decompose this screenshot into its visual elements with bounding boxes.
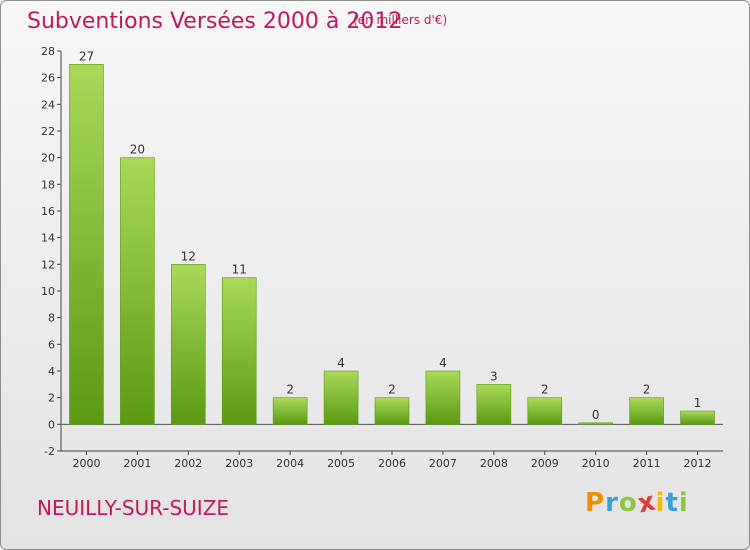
bar [426,371,460,424]
bar-value-label: 12 [181,249,196,263]
y-tick-label: -2 [44,445,55,458]
bar-value-label: 2 [388,383,396,397]
x-tick-label: 2011 [633,457,661,470]
bar [375,398,409,425]
logo-letter: P [585,488,605,518]
logo-letter: i [679,488,689,518]
bar-value-label: 2 [286,383,294,397]
x-tick-label: 2010 [582,457,610,470]
bar [273,398,307,425]
bar [579,423,613,425]
y-tick-label: 22 [41,125,55,138]
x-tick-label: 2009 [531,457,559,470]
x-tick-label: 2007 [429,457,457,470]
y-tick-label: 14 [41,232,55,245]
bar [120,158,154,425]
bar [171,264,205,424]
bar [69,64,103,424]
y-tick-label: 24 [41,98,55,111]
bar-value-label: 4 [337,356,345,370]
y-tick-label: 0 [48,418,55,431]
y-tick-label: 20 [41,152,55,165]
x-tick-label: 2003 [225,457,253,470]
bar-value-label: 2 [541,383,549,397]
y-tick-label: 2 [48,392,55,405]
bar [630,398,664,425]
bar-value-label: 4 [439,356,447,370]
x-tick-label: 2012 [684,457,712,470]
bar [477,384,511,424]
bar-value-label: 2 [643,383,651,397]
logo-letter: t [665,488,678,518]
town-name: NEUILLY-SUR-SUIZE [37,496,229,520]
x-tick-label: 2008 [480,457,508,470]
y-tick-label: 4 [48,365,55,378]
bar-value-label: 20 [130,143,145,157]
bar-value-label: 3 [490,369,498,383]
y-tick-label: 6 [48,338,55,351]
y-tick-label: 16 [41,205,55,218]
bar [681,411,715,424]
x-tick-label: 2004 [276,457,304,470]
bar-value-label: 11 [232,263,247,277]
y-tick-label: 18 [41,178,55,191]
x-tick-label: 2006 [378,457,406,470]
bar-value-label: 27 [79,49,94,63]
y-tick-label: 28 [41,45,55,58]
x-tick-label: 2001 [123,457,151,470]
bar [222,278,256,425]
x-tick-label: 2002 [174,457,202,470]
y-tick-label: 26 [41,72,55,85]
y-tick-label: 10 [41,285,55,298]
logo-letter: r [605,488,619,518]
bar [528,398,562,425]
y-tick-label: 12 [41,258,55,271]
bar-value-label: 1 [694,396,702,410]
bar [324,371,358,424]
bar-value-label: 0 [592,408,600,422]
x-tick-label: 2000 [72,457,100,470]
y-tick-label: 8 [48,312,55,325]
proxiti-logo[interactable]: Proxiti [585,488,689,518]
x-tick-label: 2005 [327,457,355,470]
